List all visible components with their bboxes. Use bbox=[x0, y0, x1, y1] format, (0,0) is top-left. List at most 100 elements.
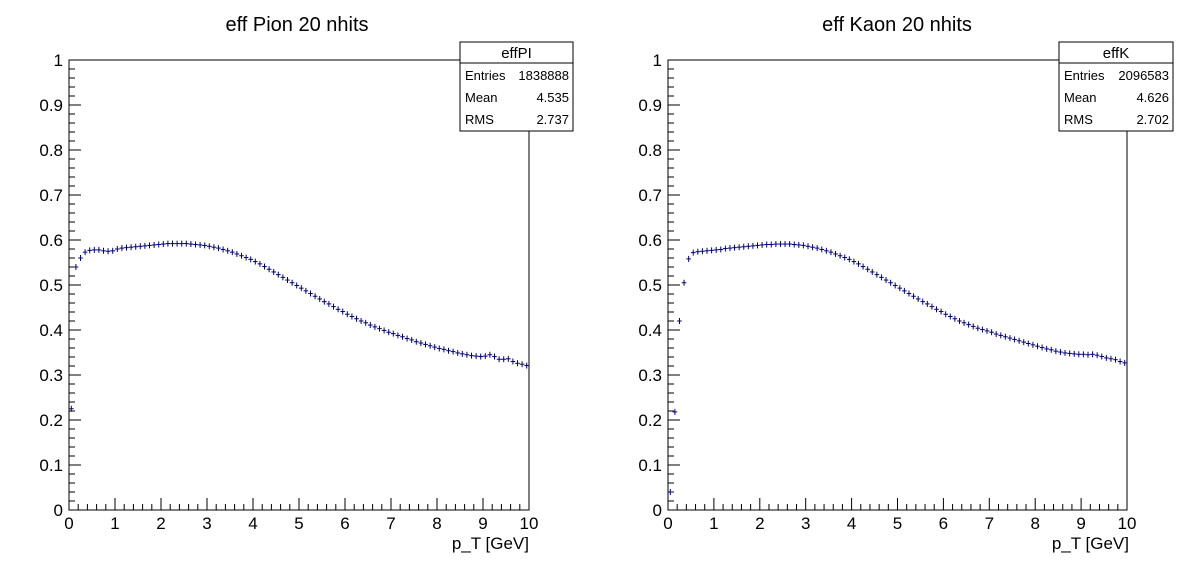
pion-data-point bbox=[487, 351, 493, 358]
kaon-data-point bbox=[902, 287, 907, 294]
kaon-y-tick-label: 0.8 bbox=[638, 141, 662, 160]
pion-x-tick-label: 2 bbox=[156, 514, 165, 533]
pion-data-point bbox=[211, 244, 217, 251]
pion-data-point bbox=[151, 241, 157, 248]
kaon-data-point bbox=[1058, 349, 1063, 356]
pion-y-tick-label: 0.9 bbox=[39, 96, 63, 115]
kaon-data-point bbox=[975, 325, 981, 332]
kaon-y-tick-label: 0.6 bbox=[638, 231, 662, 250]
pion-data-point bbox=[469, 352, 474, 359]
kaon-data-point bbox=[1117, 358, 1123, 365]
pion-data-point bbox=[519, 361, 525, 368]
kaon-data-point bbox=[851, 258, 857, 265]
pion-data-point bbox=[147, 242, 152, 249]
kaon-data-series bbox=[668, 241, 1127, 495]
pion-y-tick-label: 1 bbox=[54, 51, 63, 70]
kaon-data-point bbox=[824, 247, 829, 254]
kaon-data-point bbox=[828, 249, 834, 256]
pion-x-tick-label: 4 bbox=[248, 514, 257, 533]
kaon-data-point bbox=[925, 300, 930, 307]
kaon-y-tick-label: 0.3 bbox=[638, 366, 662, 385]
pion-data-point bbox=[165, 240, 171, 247]
kaon-data-point bbox=[892, 282, 898, 289]
kaon-data-point bbox=[947, 313, 953, 320]
pion-data-point bbox=[285, 277, 290, 284]
pion-data-point bbox=[483, 353, 488, 360]
kaon-data-point bbox=[934, 306, 939, 313]
kaon-data-point bbox=[929, 303, 935, 310]
pion-y-tick-label: 0.6 bbox=[39, 231, 63, 250]
kaon-data-point bbox=[1067, 350, 1072, 357]
kaon-statistics-box: effK Entries 2096583 Mean 4.626 RMS 2.70… bbox=[1058, 41, 1174, 132]
pion-data-point bbox=[349, 313, 355, 320]
kaon-y-tick-label: 0.2 bbox=[638, 411, 662, 430]
kaon-data-point bbox=[764, 241, 769, 248]
pion-stats-rms-label: RMS bbox=[465, 112, 494, 127]
pion-data-point bbox=[202, 242, 207, 249]
pion-data-point bbox=[317, 295, 322, 302]
pion-data-point bbox=[225, 247, 230, 254]
kaon-data-point bbox=[993, 331, 999, 338]
pion-stats-mean-value: 4.535 bbox=[536, 90, 569, 105]
pion-data-point bbox=[92, 246, 97, 253]
kaon-data-point bbox=[727, 245, 733, 252]
kaon-data-point bbox=[1094, 352, 1100, 359]
kaon-data-point bbox=[847, 256, 852, 263]
pion-data-point bbox=[335, 306, 341, 313]
pion-data-point bbox=[331, 303, 336, 310]
kaon-data-point bbox=[736, 244, 742, 251]
kaon-data-point bbox=[879, 274, 884, 281]
kaon-data-point bbox=[1021, 339, 1027, 346]
pion-stats-rms-value: 2.737 bbox=[536, 112, 569, 127]
kaon-data-point bbox=[869, 268, 875, 275]
pion-x-tick-label: 9 bbox=[478, 514, 487, 533]
kaon-x-tick-label: 10 bbox=[1118, 514, 1137, 533]
pion-data-point bbox=[377, 325, 382, 332]
pion-panel: eff Pion 20 nhits p_T [GeV] 0 0.1 0.2 0.3 0.… bbox=[39, 14, 574, 553]
pion-data-point bbox=[303, 287, 309, 294]
pion-data-point bbox=[473, 353, 479, 360]
kaon-data-point bbox=[1053, 348, 1059, 355]
pion-data-point bbox=[427, 342, 433, 349]
pion-x-axis: 0 1 2 3 4 5 6 7 8 9 10 bbox=[64, 498, 538, 533]
pion-data-point bbox=[492, 353, 497, 360]
kaon-x-tick-label: 9 bbox=[1076, 514, 1085, 533]
pion-data-point bbox=[381, 327, 387, 334]
kaon-data-point bbox=[883, 277, 889, 284]
pion-stats-entries-value: 1838888 bbox=[518, 68, 569, 83]
pion-data-point bbox=[197, 241, 203, 248]
kaon-data-point bbox=[897, 285, 903, 292]
kaon-data-point bbox=[1122, 359, 1127, 366]
kaon-data-point bbox=[920, 298, 926, 305]
kaon-data-point bbox=[700, 248, 705, 255]
kaon-data-point bbox=[723, 245, 728, 252]
kaon-stats-entries-value: 2096583 bbox=[1118, 68, 1169, 83]
kaon-x-tick-label: 1 bbox=[709, 514, 718, 533]
pion-data-point bbox=[326, 300, 332, 307]
kaon-data-point bbox=[791, 241, 797, 248]
kaon-data-point bbox=[1113, 356, 1118, 363]
kaon-panel: eff Kaon 20 nhits p_T [GeV] 0 0.1 0.2 0.3 0.… bbox=[638, 14, 1174, 553]
pion-x-axis-label: p_T [GeV] bbox=[452, 534, 529, 553]
pion-y-tick-label: 0.2 bbox=[39, 411, 63, 430]
kaon-stats-rms-label: RMS bbox=[1064, 112, 1093, 127]
kaon-data-point bbox=[801, 242, 806, 249]
kaon-data-point bbox=[681, 279, 687, 286]
kaon-y-tick-label: 0.5 bbox=[638, 276, 662, 295]
kaon-data-point bbox=[750, 242, 756, 249]
kaon-data-point bbox=[1104, 354, 1109, 361]
kaon-data-point bbox=[690, 249, 696, 256]
pion-plot-title: eff Pion 20 nhits bbox=[225, 14, 368, 36]
pion-data-point bbox=[501, 356, 506, 363]
pion-data-point bbox=[404, 335, 410, 342]
pion-data-point bbox=[386, 329, 391, 336]
kaon-data-point bbox=[856, 260, 861, 267]
pion-data-point bbox=[289, 279, 295, 286]
kaon-data-point bbox=[874, 271, 880, 278]
pion-data-point bbox=[312, 293, 318, 300]
pion-data-point bbox=[156, 241, 161, 248]
pion-data-point bbox=[437, 345, 442, 352]
kaon-y-tick-label: 0.1 bbox=[638, 456, 662, 475]
kaon-data-point bbox=[970, 323, 976, 330]
pion-data-point bbox=[446, 347, 451, 354]
